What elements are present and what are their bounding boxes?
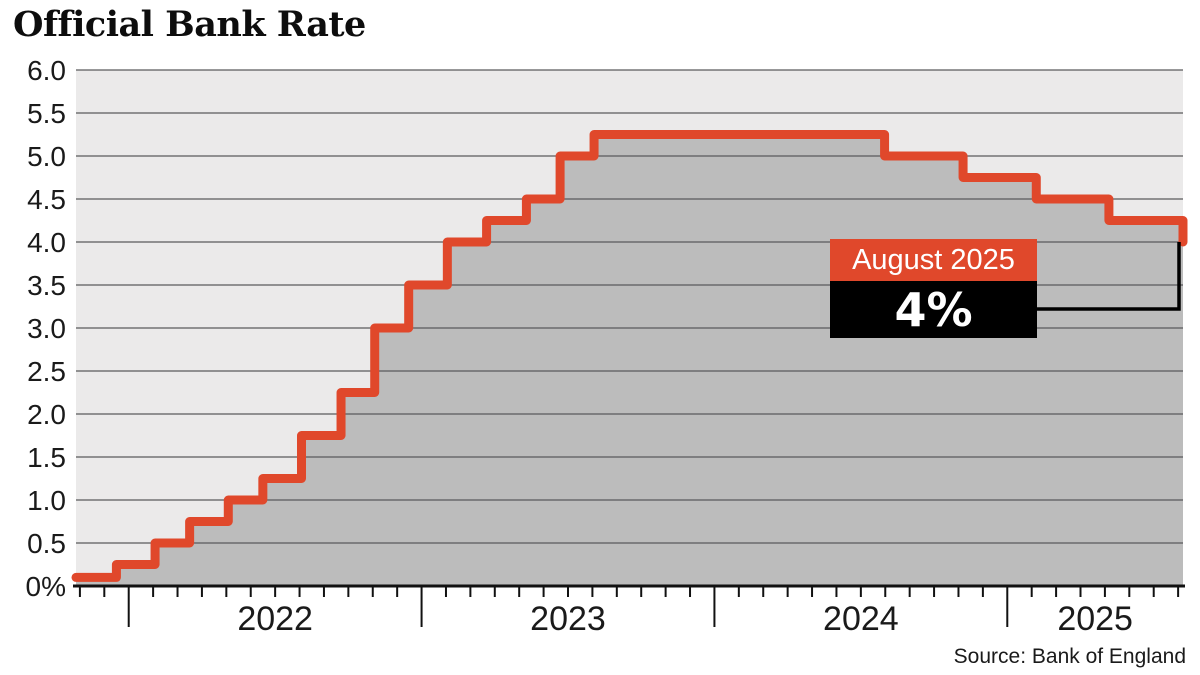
y-axis-tick-label: 3.5 — [27, 270, 66, 301]
y-axis-tick-label: 4.0 — [27, 227, 66, 258]
y-axis-tick-label: 1.0 — [27, 485, 66, 516]
source-attribution: Source: Bank of England — [953, 645, 1186, 668]
y-axis-tick-label: 6.0 — [27, 55, 66, 86]
y-axis-tick-label: 4.5 — [27, 184, 66, 215]
rate-callout: August 2025 4% — [830, 239, 1037, 338]
callout-rate-value: 4% — [830, 281, 1037, 338]
y-axis-tick-label: 5.0 — [27, 141, 66, 172]
callout-connector-line — [1037, 242, 1181, 311]
callout-date-label: August 2025 — [830, 239, 1037, 281]
y-axis-tick-label: 5.5 — [27, 98, 66, 129]
x-axis-year-label: 2022 — [237, 600, 313, 638]
x-axis-year-label: 2024 — [823, 600, 899, 638]
y-axis-tick-label: 3.0 — [27, 313, 66, 344]
x-axis-year-label: 2025 — [1057, 600, 1133, 638]
y-axis-tick-label: 2.0 — [27, 399, 66, 430]
rate-step-line — [71, 130, 1188, 582]
x-axis-year-label: 2023 — [530, 600, 606, 638]
y-axis-tick-label: 1.5 — [27, 442, 66, 473]
chart-title: Official Bank Rate — [13, 4, 366, 45]
y-axis-tick-label: 0.5 — [27, 528, 66, 559]
y-axis-tick-label: 2.5 — [27, 356, 66, 387]
y-axis-tick-label: 0% — [26, 571, 66, 602]
